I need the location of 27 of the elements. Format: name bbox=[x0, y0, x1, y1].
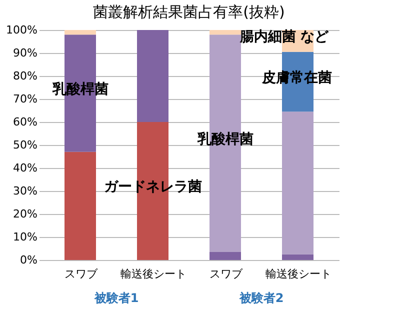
x-tick-label: 輸送後シート bbox=[120, 268, 186, 280]
y-tick-label: 60% bbox=[13, 116, 38, 128]
x-tick-label: スワブ bbox=[209, 268, 244, 280]
bar bbox=[210, 252, 241, 260]
y-tick-label: 100% bbox=[6, 24, 38, 36]
y-tick-label: 40% bbox=[13, 162, 38, 174]
series-label: 腸内細菌 など bbox=[238, 28, 330, 45]
bar bbox=[282, 254, 314, 260]
bar bbox=[64, 30, 96, 35]
x-tick-label: スワブ bbox=[64, 268, 98, 280]
y-tick-label: 50% bbox=[13, 138, 38, 152]
bar bbox=[64, 152, 96, 260]
y-tick-label: 80% bbox=[13, 70, 38, 82]
y-tick-label: 90% bbox=[13, 46, 38, 60]
x-tick-label: 輸送後シート bbox=[265, 268, 332, 280]
text: 被験者1 bbox=[93, 291, 139, 305]
bar bbox=[137, 30, 168, 122]
series-label: 乳酸桿菌 bbox=[196, 131, 254, 148]
y-tick-label: 70% bbox=[13, 92, 38, 106]
text: 被験者2 bbox=[238, 291, 284, 305]
y-tick-label: 30% bbox=[13, 184, 38, 198]
y-tick-label: 0% bbox=[20, 254, 38, 266]
bar bbox=[210, 30, 241, 35]
chart-title: 菌叢解析結果菌占有率(抜粋) bbox=[93, 3, 285, 21]
bar bbox=[282, 112, 314, 254]
y-tick-label: 10% bbox=[13, 230, 38, 244]
y-tick-label: 20% bbox=[13, 208, 38, 220]
